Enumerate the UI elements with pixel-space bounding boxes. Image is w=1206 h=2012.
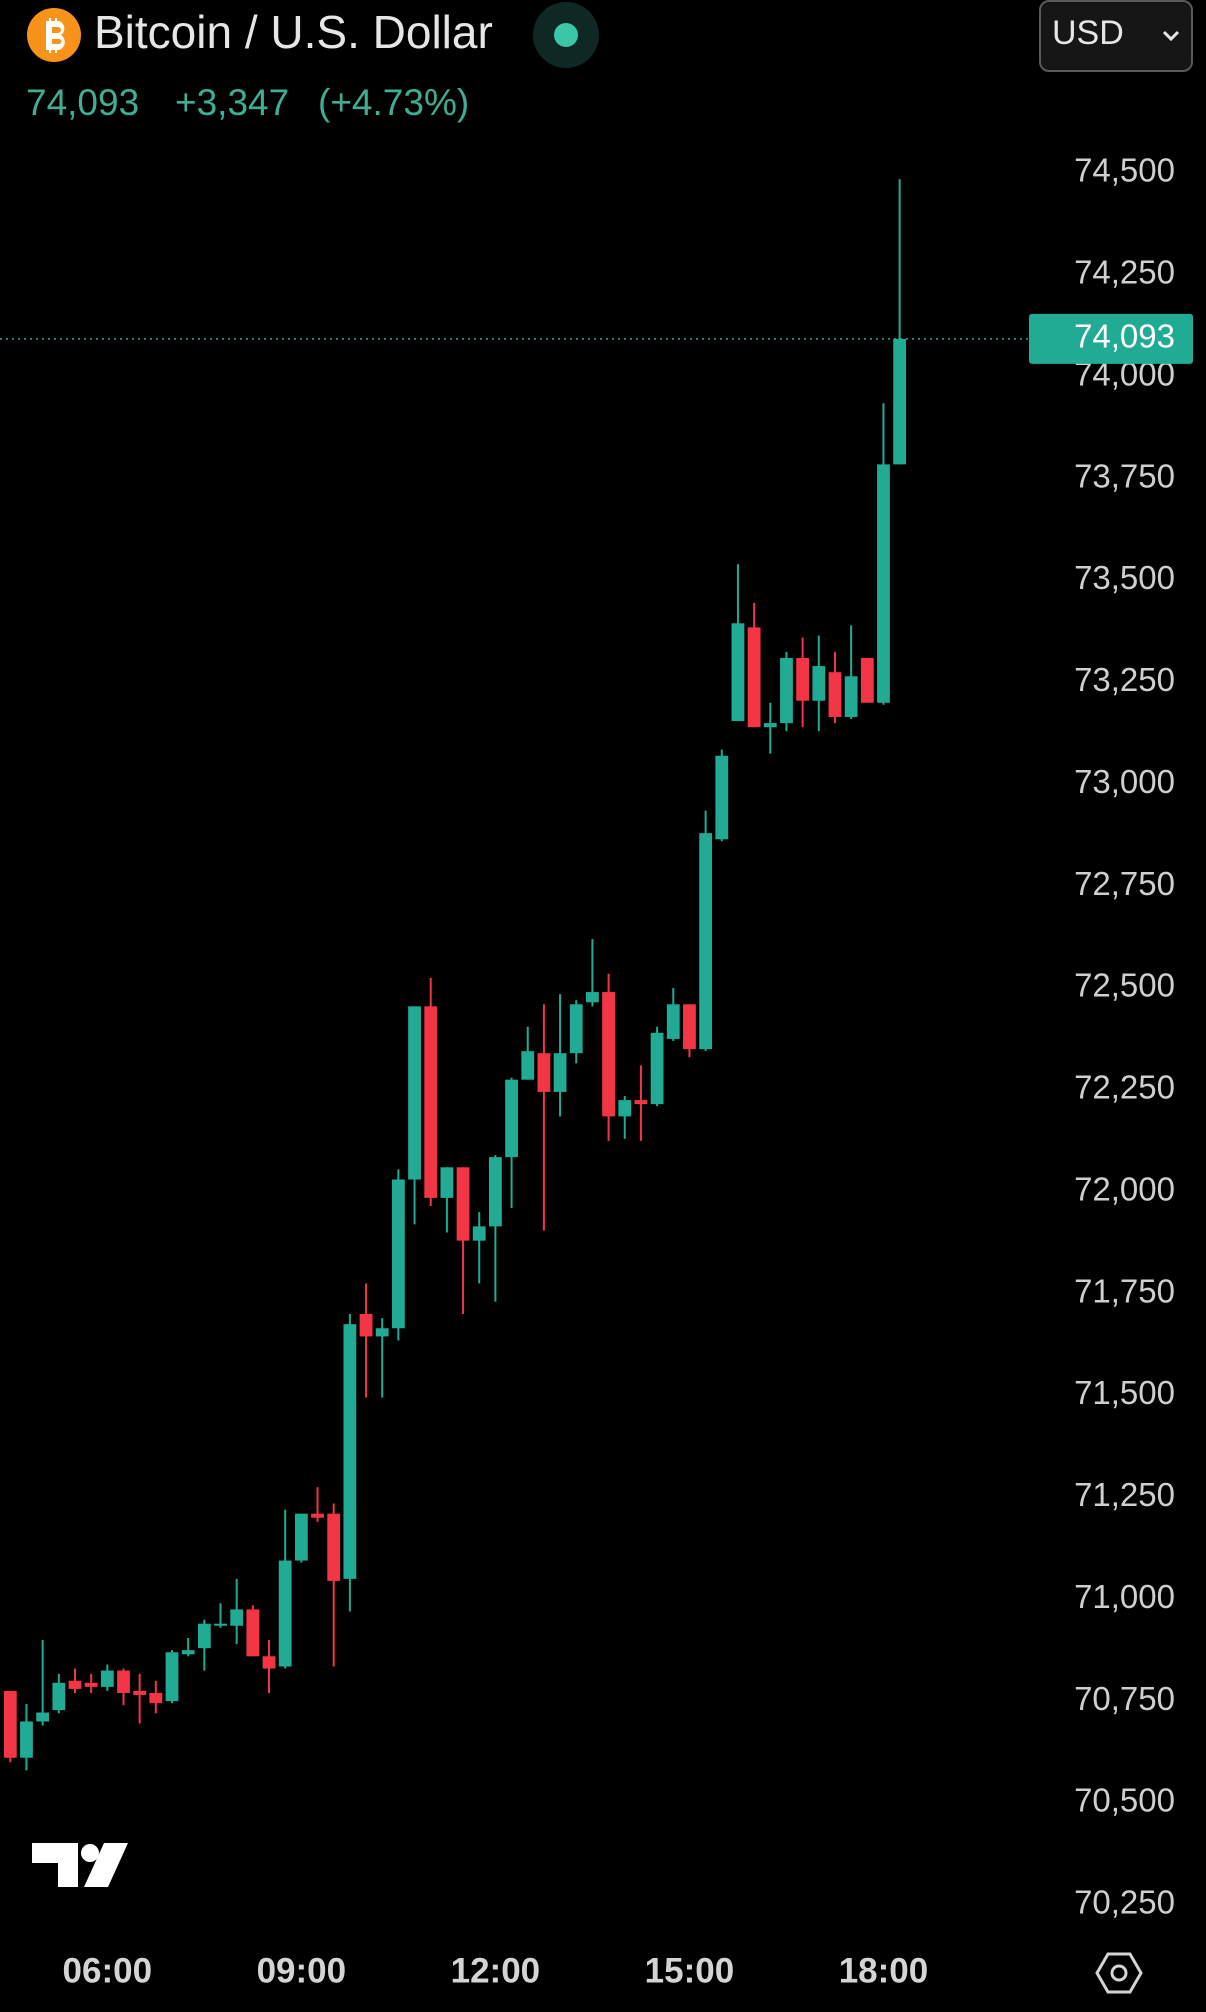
- candle-body: [763, 723, 777, 728]
- header: Bitcoin / U.S. Dollar 74,093 +3,347 (+4.…: [26, 0, 1193, 123]
- candle-body: [408, 1006, 421, 1180]
- y-tick-label: 72,750: [1074, 865, 1175, 902]
- candle-body: [391, 1179, 405, 1329]
- y-tick-label: 70,750: [1074, 1680, 1175, 1717]
- x-tick-label: 15:00: [645, 1951, 735, 1990]
- candle-body: [780, 657, 793, 724]
- y-tick-label: 73,500: [1074, 559, 1175, 596]
- candle-body: [359, 1314, 373, 1337]
- candle-body: [812, 666, 826, 701]
- symbol-title: Bitcoin / U.S. Dollar: [94, 6, 493, 58]
- candle-body: [860, 657, 874, 703]
- candle-body: [456, 1167, 470, 1241]
- candle-body: [294, 1513, 308, 1561]
- y-tick-label: 72,250: [1074, 1069, 1175, 1106]
- candle-body: [472, 1226, 486, 1241]
- y-tick-label: 74,250: [1074, 254, 1175, 291]
- candle-body: [20, 1721, 33, 1758]
- candle-body: [489, 1157, 502, 1227]
- candle-body: [893, 338, 907, 465]
- candle-body: [634, 1100, 648, 1105]
- candle-body: [699, 833, 713, 1050]
- candle-body: [52, 1682, 66, 1711]
- change-pct: (+4.73%): [318, 82, 469, 123]
- candle-body: [68, 1680, 82, 1689]
- settings-icon[interactable]: [1095, 1952, 1143, 1994]
- candle-body: [715, 755, 729, 840]
- y-tick-label: 70,250: [1074, 1884, 1175, 1921]
- candle-body: [262, 1656, 276, 1669]
- candle-body: [747, 627, 761, 728]
- y-tick-label: 73,750: [1074, 457, 1175, 494]
- candle-body: [343, 1324, 357, 1579]
- candle-body: [521, 1051, 535, 1080]
- candle-body: [197, 1623, 211, 1649]
- candle-body: [828, 672, 842, 718]
- candle-body: [844, 676, 858, 718]
- currency-select[interactable]: [1039, 0, 1193, 72]
- price: 74,093: [26, 82, 139, 123]
- plot: 70,250 70,500 70,750 71,000 71,250 71,500 71,7…: [0, 152, 1193, 1990]
- candle-body: [311, 1513, 324, 1518]
- candle-body: [505, 1079, 518, 1158]
- candle-body: [650, 1032, 664, 1105]
- candle-body: [84, 1682, 98, 1687]
- candle-body: [553, 1053, 567, 1092]
- y-tick-label: 74,500: [1074, 152, 1175, 189]
- last-price-label: 74,093: [1074, 318, 1175, 355]
- candle-body: [586, 992, 599, 1003]
- x-tick-label: 18:00: [839, 1951, 929, 1990]
- candle-body: [100, 1670, 114, 1687]
- candle-body: [569, 1004, 583, 1054]
- x-tick-label: 12:00: [451, 1951, 541, 1990]
- coin-glyph: [46, 18, 65, 53]
- candle-body: [117, 1670, 130, 1693]
- candle-body: [36, 1712, 50, 1722]
- y-tick-label: 72,500: [1074, 967, 1175, 1004]
- candle-body: [214, 1623, 227, 1626]
- candle-body: [618, 1100, 632, 1117]
- candle-body: [149, 1692, 163, 1704]
- y-tick-label: 70,500: [1074, 1782, 1175, 1819]
- candle-body: [440, 1167, 454, 1198]
- candle-body: [278, 1560, 292, 1667]
- y-tick-label: 72,000: [1074, 1170, 1175, 1207]
- candle-body: [133, 1690, 147, 1696]
- chevron-icon[interactable]: [1162, 30, 1180, 42]
- candle-body: [602, 992, 615, 1117]
- currency-label[interactable]: USD: [1052, 14, 1124, 52]
- candle-body: [181, 1650, 195, 1655]
- candle-body: [731, 623, 745, 722]
- y-tick-label: 71,750: [1074, 1272, 1175, 1309]
- candle-body: [683, 1004, 696, 1050]
- change: +3,347: [175, 82, 289, 123]
- y-tick-label: 71,000: [1074, 1578, 1175, 1615]
- candle-body: [327, 1513, 341, 1581]
- candle-body: [246, 1609, 260, 1657]
- candle-body: [424, 1006, 438, 1198]
- y-tick-label: 71,500: [1074, 1374, 1175, 1411]
- last-price-tag: [1029, 313, 1193, 364]
- y-tick-label: 73,250: [1074, 661, 1175, 698]
- status-dot: [554, 23, 578, 47]
- candle-body: [877, 464, 890, 703]
- candle-body: [796, 657, 810, 701]
- tradingview-logo: [32, 1843, 128, 1887]
- x-tick-label: 09:00: [257, 1951, 347, 1990]
- y-tick-label: 71,250: [1074, 1476, 1175, 1513]
- candle-body: [230, 1609, 244, 1626]
- candle-body: [3, 1690, 17, 1758]
- candle-body: [666, 1004, 680, 1039]
- candle-body: [375, 1328, 389, 1337]
- x-tick-label: 06:00: [63, 1951, 153, 1990]
- candle-body: [537, 1053, 551, 1092]
- candle-body: [165, 1652, 179, 1702]
- y-tick-label: 73,000: [1074, 763, 1175, 800]
